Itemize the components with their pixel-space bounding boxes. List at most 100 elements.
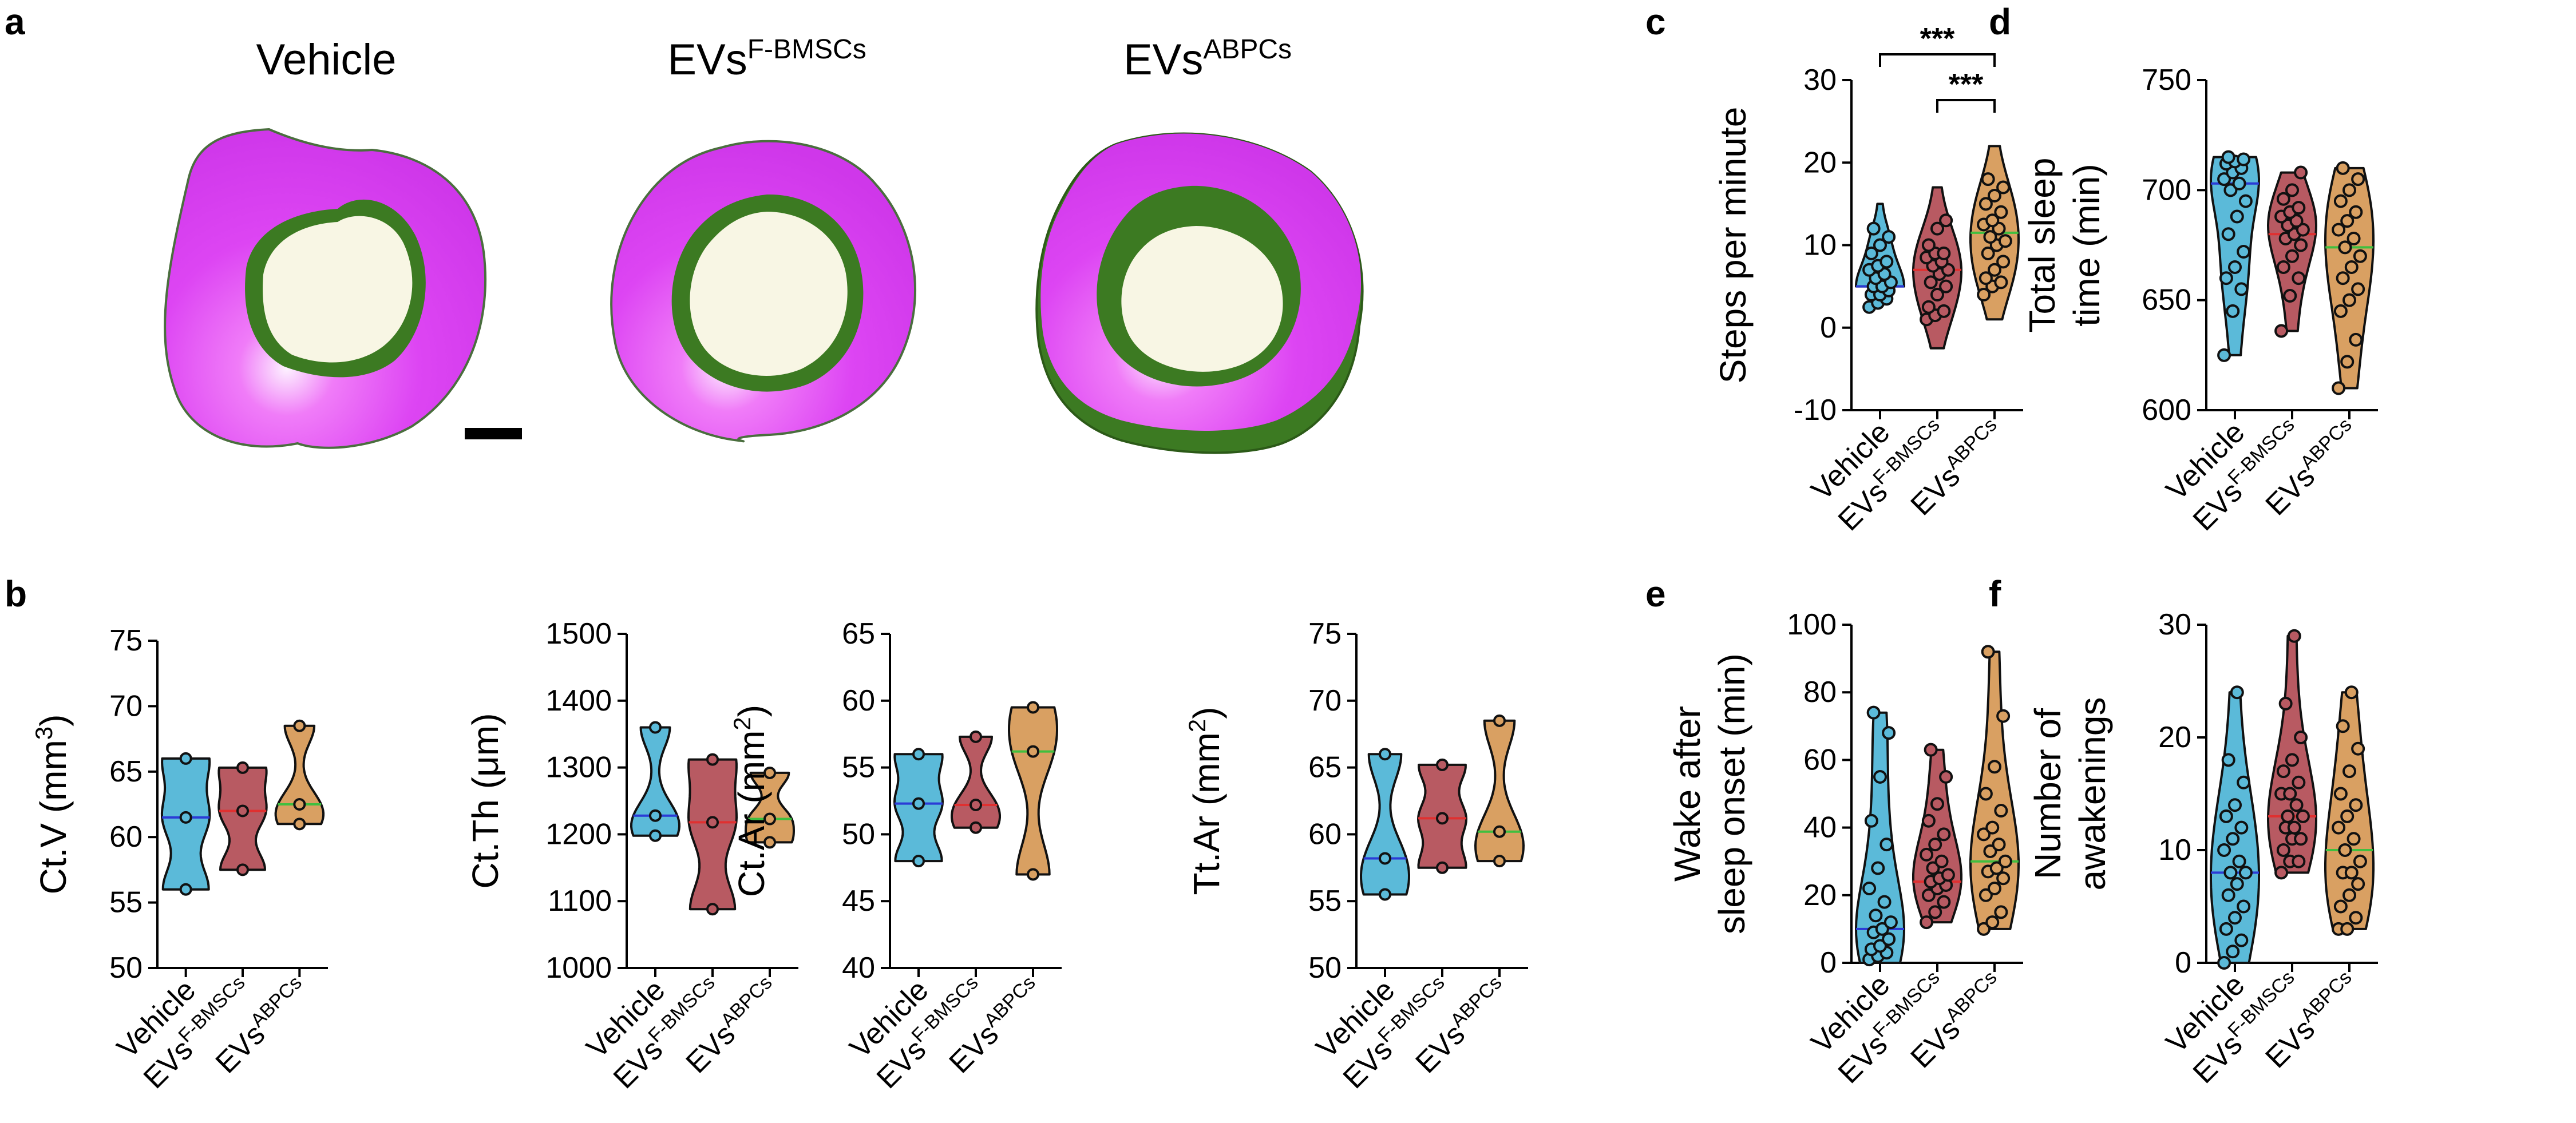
data-point-f-0	[2217, 956, 2231, 970]
data-point-c-1	[1937, 304, 1951, 318]
data-point-e-0	[1877, 895, 1892, 909]
y-axis-title-main: Steps per minute	[1712, 107, 1754, 384]
y-tick-label-e: 20	[1803, 879, 1837, 912]
data-point-f-0	[2237, 899, 2251, 914]
data-point-d-0	[2237, 245, 2251, 259]
data-point-c-1	[1930, 221, 1944, 236]
y-tick-label-b2: 1400	[545, 684, 612, 717]
data-point-d-1	[2294, 165, 2308, 180]
y-tick-label-d: 750	[2142, 64, 2191, 97]
y-tick-label-b4: 70	[1308, 684, 1342, 717]
bone-image-vehicle	[164, 128, 487, 449]
x-category-sup: ABPCs	[1941, 414, 2001, 474]
data-point-c-1	[1939, 213, 1953, 228]
violin-b2-1	[687, 758, 738, 911]
bone-title-evs-fbmscs: EVsF-BMSCs	[667, 34, 866, 84]
y-tick-label-b2: 1000	[545, 951, 612, 985]
data-point-d-2	[2336, 271, 2350, 285]
panel-b1-chart: b505560657075VehicleEVsF-BMSCsEVsABPCsCt…	[5, 573, 328, 1095]
bone-image-evs-abpcs	[1035, 132, 1364, 454]
data-point-f-1	[2292, 775, 2306, 789]
data-point-f-1	[2294, 731, 2308, 744]
x-category-sup: ABPCs	[2296, 414, 2356, 474]
data-point-e-1	[1924, 743, 1938, 757]
panel-b3-chart: 404550556065VehicleEVsF-BMSCsEVsABPCsCt.…	[729, 617, 1062, 1095]
y-tick-label-e: 40	[1803, 811, 1837, 844]
data-point-d-0	[2232, 176, 2246, 191]
data-point-d-2	[2344, 260, 2359, 274]
data-point-e-2	[1994, 804, 2008, 818]
data-point-e-0	[1875, 922, 1889, 936]
data-point-c-2	[1981, 246, 1995, 260]
data-point-b3-1	[970, 730, 982, 743]
data-point-e-0	[1864, 814, 1878, 828]
data-point-b2-0	[649, 721, 662, 734]
panel-f-chart: f0102030VehicleEVsF-BMSCsEVsABPCsNumber …	[1989, 573, 2378, 1090]
bone-title-vehicle: Vehicle	[256, 35, 396, 84]
panel-letter-f: f	[1989, 573, 2001, 614]
data-point-e-2	[1996, 871, 2011, 886]
data-point-c-1	[1921, 238, 1936, 252]
y-axis-title-after: )	[731, 705, 772, 717]
data-point-f-0	[2221, 888, 2235, 902]
data-point-f-0	[2226, 945, 2240, 959]
data-point-f-1	[2281, 809, 2295, 823]
panel-letter-b1: b	[5, 573, 27, 614]
violin-b4-0	[1360, 753, 1410, 896]
data-point-d-1	[2292, 271, 2306, 285]
y-tick-label-c: 10	[1803, 229, 1837, 262]
data-point-f-1	[2285, 753, 2299, 767]
data-point-e-0	[1866, 705, 1881, 720]
data-point-d-2	[2340, 214, 2355, 228]
data-point-f-2	[2333, 787, 2348, 801]
data-point-e-0	[1862, 881, 1877, 895]
data-point-d-1	[2296, 223, 2310, 237]
significance-label-1: ***	[1949, 68, 1984, 101]
data-point-e-2	[1996, 709, 2011, 723]
data-point-f-1	[2274, 866, 2289, 880]
data-point-f-2	[2351, 877, 2365, 891]
data-point-e-1	[1934, 854, 1949, 868]
data-point-f-2	[2332, 820, 2346, 835]
data-point-e-0	[1883, 915, 1898, 930]
y-axis-title-d: Total sleep	[2021, 158, 2063, 333]
y-tick-label-b3: 60	[842, 684, 875, 717]
data-point-b2-2	[763, 836, 776, 849]
violin-b1-1	[217, 766, 268, 871]
data-point-f-0	[2221, 753, 2235, 767]
data-point-b3-1	[970, 799, 982, 812]
data-point-e-1	[1920, 847, 1934, 862]
y-tick-label-b4: 65	[1308, 751, 1342, 784]
x-category-sup: ABPCs	[246, 972, 306, 1031]
data-point-f-0	[2217, 843, 2231, 857]
panel-letter-a: a	[5, 1, 25, 42]
data-point-f-1	[2292, 854, 2306, 868]
data-point-f-2	[2333, 899, 2348, 914]
y-axis-title-f: Number of	[2027, 708, 2068, 879]
y-axis-title-b2: Ct.Th (μm)	[465, 713, 506, 888]
data-point-f-0	[2234, 820, 2249, 835]
panel-c-chart: c-100102030VehicleEVsF-BMSCsEVsABPCsStep…	[1645, 1, 2023, 537]
data-point-e-2	[1985, 820, 2000, 835]
panel-a: a Vehicle EVsF-BMSCs EVsABPCs	[5, 1, 1364, 454]
data-point-e-2	[1988, 881, 2001, 895]
data-point-f-1	[2278, 696, 2293, 711]
y-tick-label-b1: 65	[109, 755, 143, 788]
data-point-b1-2	[293, 719, 306, 732]
panel-letter-d: d	[1989, 1, 2011, 42]
y-tick-label-e: 60	[1803, 743, 1837, 776]
y-axis-title-after: )	[1186, 707, 1227, 719]
y-axis-title-e: Wake after	[1667, 706, 1708, 882]
data-point-e-1	[1939, 769, 1953, 784]
data-point-e-2	[1981, 645, 1995, 659]
y-tick-label-b3: 40	[842, 951, 875, 985]
y-tick-label-d: 600	[2142, 394, 2191, 427]
y-tick-label-b2: 1300	[545, 751, 612, 784]
data-point-c-1	[1921, 300, 1936, 314]
y-axis-title-main: Ct.V (mm	[33, 740, 74, 894]
x-category-sup: ABPCs	[1941, 967, 2001, 1026]
y-axis-title-b1: Ct.V (mm3)	[30, 715, 74, 895]
data-point-b1-2	[293, 798, 306, 811]
data-point-f-0	[2230, 685, 2244, 700]
data-point-f-2	[2353, 854, 2367, 868]
